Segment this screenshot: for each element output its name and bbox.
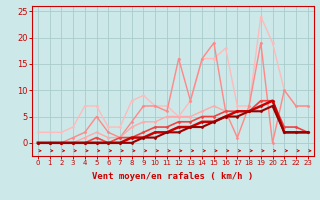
X-axis label: Vent moyen/en rafales ( km/h ): Vent moyen/en rafales ( km/h ) — [92, 172, 253, 181]
